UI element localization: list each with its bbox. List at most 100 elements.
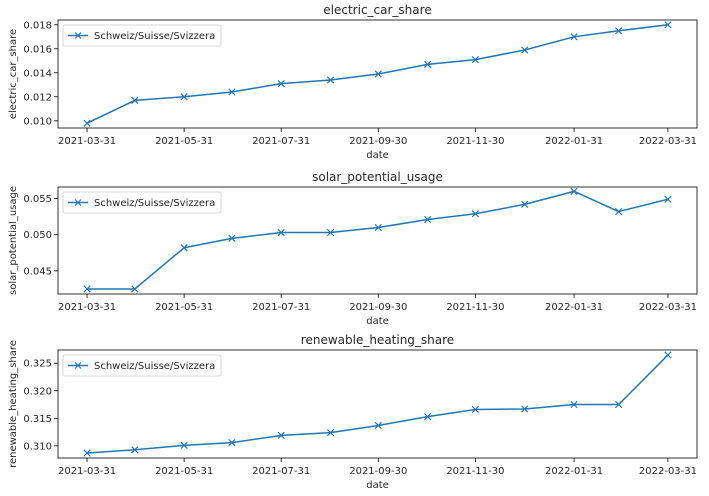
data-point bbox=[374, 70, 382, 78]
subplot-2: solar_potential_usage 2021-03-31 2021-05-3… bbox=[8, 170, 698, 327]
marker-stroke bbox=[374, 421, 382, 430]
data-point bbox=[228, 88, 236, 96]
data-point bbox=[277, 431, 285, 440]
chart-title: renewable_heating_share bbox=[301, 333, 454, 347]
y-tick-label: 0.315 bbox=[23, 414, 52, 425]
marker-stroke bbox=[228, 438, 236, 447]
legend: Schweiz/Suisse/Svizzera bbox=[62, 24, 222, 47]
marker-stroke bbox=[471, 210, 480, 218]
marker-stroke bbox=[228, 234, 236, 242]
marker-stroke bbox=[614, 27, 623, 35]
y-tick-label: 0.055 bbox=[23, 194, 52, 205]
data-point bbox=[664, 351, 672, 359]
data-point bbox=[83, 285, 91, 293]
legend-marker bbox=[74, 32, 82, 39]
marker-stroke bbox=[521, 200, 529, 208]
data-point bbox=[521, 405, 529, 413]
marker-stroke bbox=[277, 228, 285, 237]
x-tick-label: 2022-01-31 bbox=[545, 302, 603, 313]
data-point bbox=[180, 244, 188, 252]
y-tick-label: 0.018 bbox=[23, 20, 52, 31]
data-point bbox=[614, 27, 623, 35]
x-tick-label: 2021-09-30 bbox=[349, 136, 407, 147]
x-tick-label: 2022-01-31 bbox=[545, 136, 603, 147]
data-point bbox=[614, 207, 623, 216]
y-axis-label: solar_potential_usage bbox=[8, 186, 19, 295]
data-point bbox=[228, 234, 236, 242]
data-point bbox=[131, 96, 139, 105]
x-tick-label: 2021-03-31 bbox=[58, 302, 116, 313]
data-point bbox=[326, 76, 335, 84]
data-point bbox=[83, 119, 91, 127]
data-point bbox=[131, 285, 139, 293]
data-point bbox=[614, 400, 623, 409]
y-tick-label: 0.016 bbox=[23, 44, 52, 55]
data-point bbox=[471, 55, 480, 64]
marker-stroke bbox=[521, 46, 529, 54]
marker-stroke bbox=[570, 400, 578, 409]
legend: Schweiz/Suisse/Svizzera bbox=[62, 191, 222, 214]
data-point bbox=[374, 223, 382, 232]
x-tick-label: 2022-03-31 bbox=[639, 302, 697, 313]
marker-stroke bbox=[180, 244, 188, 252]
x-tick-label: 2021-05-31 bbox=[155, 466, 213, 477]
x-tick-label: 2021-03-31 bbox=[58, 466, 116, 477]
marker-stroke bbox=[277, 431, 285, 440]
legend-marker bbox=[74, 362, 82, 369]
data-point bbox=[424, 60, 432, 69]
axes-frame bbox=[57, 349, 698, 459]
legend-entry: Schweiz/Suisse/Svizzera bbox=[94, 361, 215, 372]
x-tick-label: 2021-09-30 bbox=[349, 466, 407, 477]
data-point bbox=[83, 449, 91, 457]
subplot-1: electric_car_share 2021-03-31 2021-05-31 20… bbox=[8, 3, 698, 161]
marker-stroke bbox=[83, 449, 91, 457]
marker-stroke bbox=[664, 195, 672, 203]
x-tick-label: 2021-05-31 bbox=[155, 302, 213, 313]
y-tick-label: 0.012 bbox=[23, 92, 52, 103]
marker-stroke bbox=[664, 351, 672, 359]
data-point bbox=[180, 93, 188, 101]
data-point bbox=[664, 195, 672, 203]
data-point bbox=[664, 21, 672, 29]
data-point bbox=[570, 400, 578, 409]
data-point bbox=[521, 46, 529, 54]
x-tick-label: 2021-03-31 bbox=[58, 136, 116, 147]
data-point bbox=[424, 413, 432, 421]
axes-frame bbox=[57, 186, 698, 295]
data-point bbox=[131, 446, 139, 454]
marker-stroke bbox=[131, 96, 139, 105]
x-tick-label: 2022-03-31 bbox=[639, 466, 697, 477]
marker-stroke bbox=[471, 55, 480, 64]
marker-stroke bbox=[570, 187, 578, 195]
y-tick-label: 0.325 bbox=[23, 359, 52, 370]
data-point bbox=[326, 228, 335, 237]
marker-stroke bbox=[83, 119, 91, 127]
legend-box bbox=[62, 354, 222, 377]
x-tick-label: 2021-05-31 bbox=[155, 136, 213, 147]
marker-stroke bbox=[664, 21, 672, 29]
marker-stroke bbox=[424, 215, 432, 224]
legend-entry: Schweiz/Suisse/Svizzera bbox=[94, 31, 215, 42]
marker-stroke bbox=[326, 429, 335, 437]
marker-stroke bbox=[326, 228, 335, 237]
data-point bbox=[471, 210, 480, 218]
data-point bbox=[277, 228, 285, 237]
marker-stroke bbox=[131, 446, 139, 454]
y-tick-label: 0.045 bbox=[23, 266, 52, 277]
marker-stroke bbox=[614, 400, 623, 409]
x-tick-label: 2021-11-30 bbox=[446, 136, 504, 147]
data-point bbox=[471, 405, 480, 414]
marker-stroke bbox=[570, 33, 578, 41]
legend-box bbox=[62, 191, 222, 214]
data-point bbox=[180, 441, 188, 449]
data-point bbox=[570, 187, 578, 195]
x-tick-label: 2021-11-30 bbox=[446, 466, 504, 477]
marker-stroke bbox=[131, 285, 139, 293]
y-tick-label: 0.310 bbox=[23, 441, 52, 452]
data-point bbox=[374, 421, 382, 430]
axes-frame bbox=[57, 19, 698, 129]
x-tick-label: 2021-07-31 bbox=[252, 136, 310, 147]
y-axis-label: renewable_heating_share bbox=[8, 340, 19, 468]
data-point bbox=[570, 33, 578, 41]
